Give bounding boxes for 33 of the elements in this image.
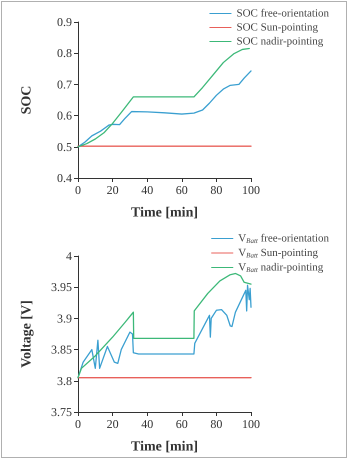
y-tick-label: 0.9 [57,15,72,29]
y-tick-label: 0.5 [57,140,72,154]
y-tick-label: 0.7 [57,77,72,92]
x-tick-label: 40 [141,183,154,197]
y-tick-label: 3.75 [51,405,72,419]
legend-label: SOC free-orientation [236,8,330,20]
x-tick-label: 60 [176,417,188,431]
y-axis-title: Voltage [V] [20,300,34,368]
line-series [77,48,250,148]
y-tick-label: 4 [66,249,72,263]
x-tick-label: 0 [75,417,81,431]
x-tick-label: 100 [242,183,260,197]
y-tick-label: 0.8 [57,46,72,60]
x-axis-title: Time [min] [130,206,198,220]
line-series [77,70,252,148]
y-tick-label: 3.85 [51,342,72,357]
x-tick-label: 100 [242,417,260,431]
x-tick-label: 20 [106,183,119,197]
y-tick-label: 3.95 [51,280,72,294]
y-tick-label: 3.9 [57,311,72,326]
x-tick-label: 80 [210,183,222,197]
y-tick-label: 0.4 [57,171,72,185]
x-tick-label: 80 [210,417,222,431]
y-tick-label: 3.8 [57,374,72,388]
y-axis-title: SOC [20,86,34,114]
y-tick-label: 0.6 [57,108,72,123]
x-axis-title: Time [min] [130,440,198,454]
x-tick-label: 60 [176,183,188,197]
legend-label: SOC Sun-pointing [236,22,319,34]
x-tick-label: 40 [141,417,154,431]
legend-label: SOC nadir-pointing [236,36,324,48]
x-tick-label: 20 [106,417,119,431]
x-tick-label: 0 [75,183,81,197]
